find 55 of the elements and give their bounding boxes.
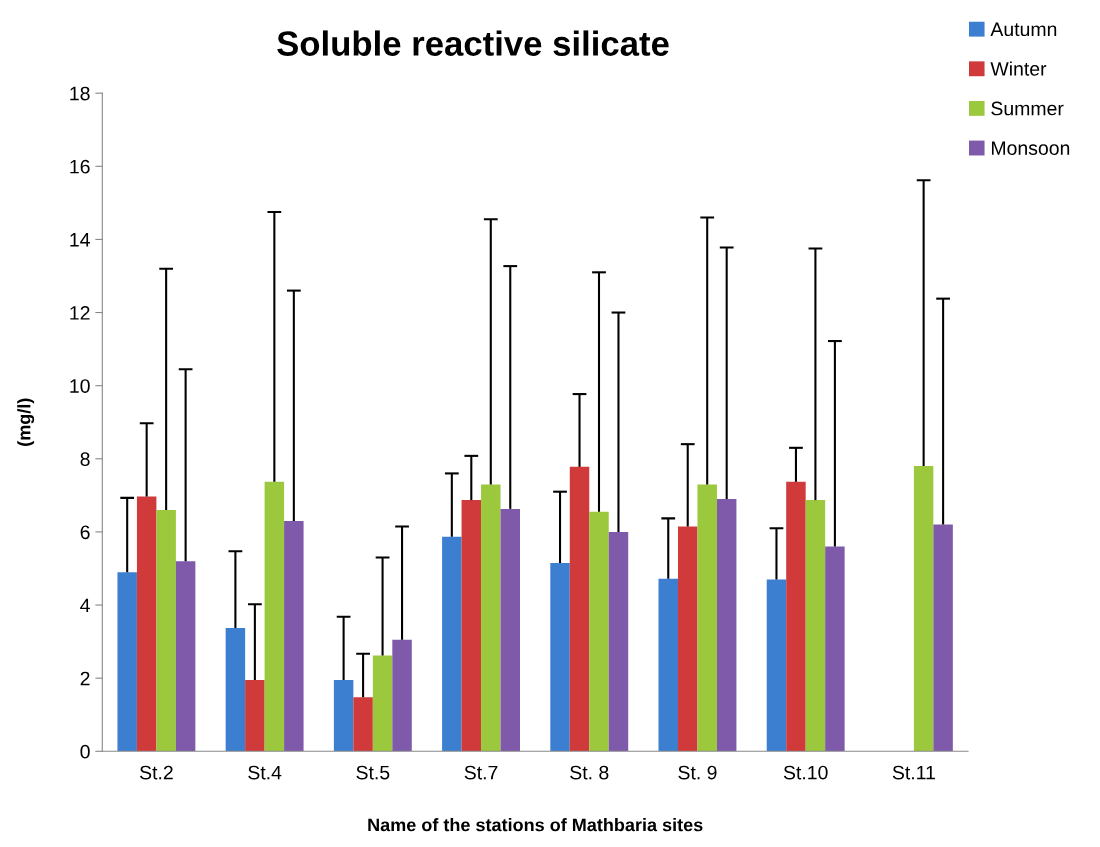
legend-label: Monsoon [991,141,1070,155]
bar [569,466,590,752]
y-tick-label: 16 [70,159,90,174]
y-axis-title: (mg/l) [17,398,35,446]
bar [245,679,265,752]
bar [933,524,953,752]
legend-label: Winter [990,61,1047,76]
bar [284,520,304,752]
bar [264,481,285,752]
y-tick-label: 2 [80,671,90,686]
y-tick-label: 10 [70,379,90,393]
bar [716,499,737,752]
y-tick-label: 8 [80,452,90,467]
bar [608,531,629,752]
x-tick-label: St.10 [783,765,828,780]
bar [372,655,393,752]
bar [913,466,934,752]
x-tick-label: St.5 [356,765,390,780]
legend-label: Summer [991,101,1064,116]
bar [786,481,806,752]
x-tick-label: St. 9 [678,765,717,780]
bar [136,496,157,752]
bar [225,628,246,752]
x-axis-title: Name of the stations of Mathbaria sites [368,818,703,832]
bar [766,579,787,752]
y-tick-label: 0 [80,744,90,759]
bar [825,546,845,752]
bar [500,508,520,752]
bar [353,697,373,752]
x-tick-label: St. 8 [570,765,609,780]
bar [805,500,826,752]
x-tick-label: St.4 [248,765,282,780]
bar [550,562,570,752]
bar [333,679,354,752]
bar [156,509,176,752]
y-tick-label: 18 [70,86,90,101]
y-tick-label: 14 [70,233,90,247]
bar [589,511,609,752]
x-tick-label: St.11 [892,765,935,780]
bar [658,578,678,752]
bar [117,572,137,752]
x-tick-label: St.2 [140,765,173,780]
bar [481,484,501,752]
x-tick-label: St.7 [464,765,498,780]
bar [677,526,698,752]
legend-label: Autumn [990,22,1057,37]
bar [392,639,412,752]
y-tick-label: 6 [80,525,90,540]
y-tick-label: 4 [80,598,90,613]
chart-title: Soluble reactive silicate [277,30,669,56]
bar [697,484,717,752]
bar [461,500,482,752]
bar [175,561,196,752]
bar [442,536,462,752]
y-tick-label: 12 [70,306,90,320]
